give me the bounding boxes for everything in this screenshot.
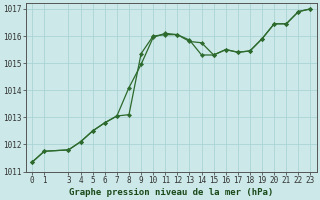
X-axis label: Graphe pression niveau de la mer (hPa): Graphe pression niveau de la mer (hPa) — [69, 188, 274, 197]
